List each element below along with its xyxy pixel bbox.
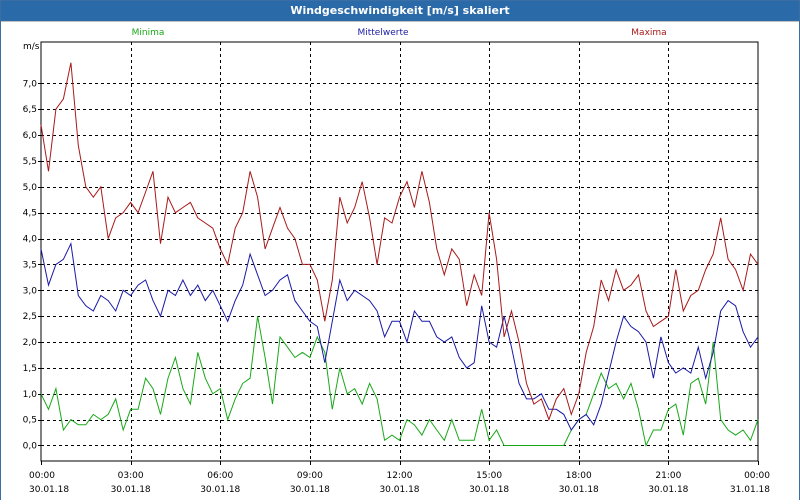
y-axis-label: m/s <box>23 42 40 52</box>
x-tick-date: 30.01.18 <box>559 485 599 495</box>
y-tick-label: 1,0 <box>23 390 38 400</box>
x-tick-time: 15:00 <box>476 471 502 481</box>
wind-speed-chart: Minima Mittelwerte Maxima 0,0 0,5 1,0 1,5 2,0 2… <box>23 28 771 495</box>
series-line-minima <box>40 316 759 448</box>
legend-entry: Minima <box>132 28 165 38</box>
x-tick-date: 30.01.18 <box>29 485 69 495</box>
y-tick-label: 4,0 <box>23 235 38 245</box>
legend-entry: Mittelwerte <box>357 28 408 38</box>
x-tick-time: 00:00 <box>744 471 770 481</box>
x-tick-time: 00:00 <box>29 471 55 481</box>
legend: Minima Mittelwerte Maxima <box>132 28 667 38</box>
x-tick-time: 06:00 <box>207 471 233 481</box>
x-tick-date: 31.01.18 <box>730 485 770 495</box>
y-tick-label: 5,5 <box>23 157 37 167</box>
x-tick-date: 30.01.18 <box>379 485 419 495</box>
y-axis: 0,0 0,5 1,0 1,5 2,0 2,5 3,0 3,5 4,0 4,5 5,0 5,5 6,0 6… <box>23 79 41 451</box>
legend-entry: Maxima <box>631 28 666 38</box>
x-tick-time: 03:00 <box>118 471 144 481</box>
y-tick-label: 5,0 <box>23 183 38 193</box>
chart-title: Windgeschwindigkeit [m/s] skaliert <box>1 1 799 21</box>
y-tick-label: 3,5 <box>23 260 37 270</box>
y-tick-label: 0,5 <box>23 416 37 426</box>
x-tick-date: 30.01.18 <box>648 485 688 495</box>
y-tick-label: 6,0 <box>23 131 38 141</box>
series-line-maxima <box>40 62 759 422</box>
x-tick-date: 30.01.18 <box>200 485 240 495</box>
series-lines <box>40 62 759 448</box>
y-tick-label: 1,5 <box>23 364 37 374</box>
y-tick-label: 2,5 <box>23 312 37 322</box>
y-tick-label: 7,0 <box>23 79 38 89</box>
x-tick-time: 09:00 <box>297 471 323 481</box>
y-tick-label: 4,5 <box>23 209 37 219</box>
x-tick-time: 21:00 <box>655 471 681 481</box>
y-tick-label: 0,0 <box>23 441 38 451</box>
x-axis: 00:00 30.01.18 03:00 30.01.18 06:00 30.01.18 0… <box>29 461 770 495</box>
chart-panel: Minima Mittelwerte Maxima 0,0 0,5 1,0 1,5 2,0 2… <box>1 21 799 500</box>
x-tick-time: 18:00 <box>566 471 592 481</box>
y-tick-label: 2,0 <box>23 338 38 348</box>
x-tick-time: 12:00 <box>387 471 413 481</box>
x-tick-date: 30.01.18 <box>290 485 330 495</box>
plot-frame <box>40 41 759 462</box>
x-tick-date: 30.01.18 <box>469 485 509 495</box>
x-tick-date: 30.01.18 <box>111 485 151 495</box>
y-tick-label: 3,0 <box>23 286 38 296</box>
y-tick-label: 6,5 <box>23 105 37 115</box>
grid-lines <box>40 41 759 462</box>
series-line-mittelwerte <box>40 242 759 431</box>
